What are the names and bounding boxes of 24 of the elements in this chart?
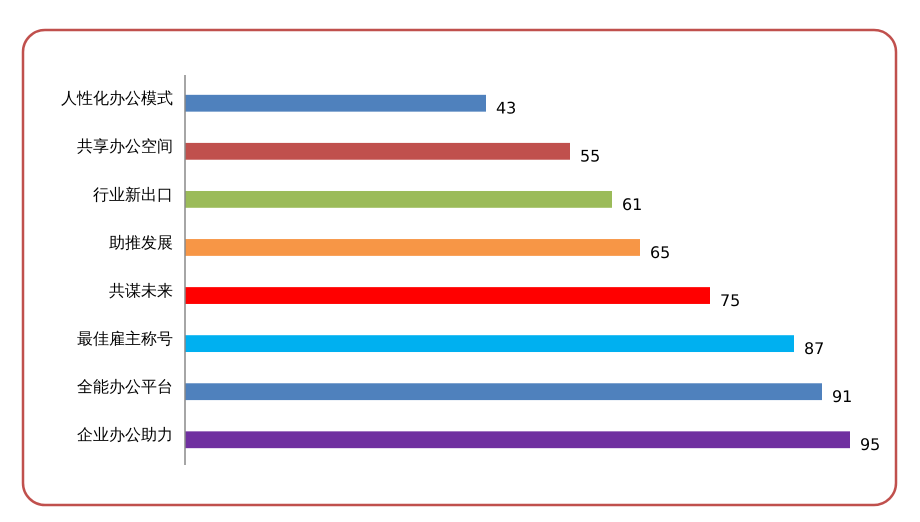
y-tick-label: 行业新出口 <box>93 184 173 204</box>
data-label: 61 <box>622 194 642 214</box>
data-label: 91 <box>832 387 852 406</box>
data-label: 95 <box>860 435 880 454</box>
data-label: 55 <box>580 146 600 166</box>
bar <box>185 190 612 208</box>
data-label: 75 <box>720 290 740 310</box>
y-tick-label: 助推发展 <box>109 232 173 252</box>
data-label: 65 <box>650 242 670 262</box>
y-tick-label: 最佳雇主称号 <box>77 328 173 348</box>
bar <box>185 287 710 304</box>
y-tick-label: 全能办公平台 <box>77 377 173 396</box>
y-tick-label: 共享办公空间 <box>77 136 173 156</box>
bar <box>185 239 640 256</box>
bar <box>185 383 822 400</box>
data-label: 43 <box>496 98 516 118</box>
y-tick-label: 共谋未来 <box>109 280 173 300</box>
y-tick-label: 企业办公助力 <box>77 425 173 444</box>
bar <box>185 431 850 448</box>
bar <box>185 94 486 112</box>
data-label: 87 <box>804 338 824 358</box>
bar <box>185 335 794 352</box>
bar <box>185 142 570 160</box>
y-tick-label: 人性化办公模式 <box>61 88 173 108</box>
